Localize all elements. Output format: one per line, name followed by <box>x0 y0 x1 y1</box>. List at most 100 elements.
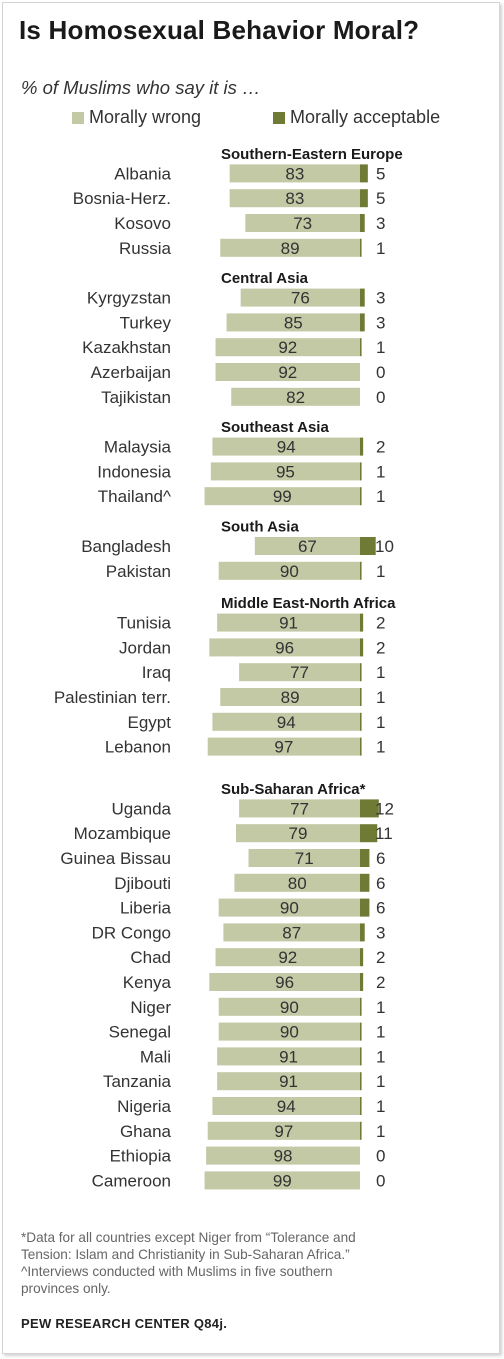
bar-value-wrong: 91 <box>279 1047 298 1066</box>
country-label: Jordan <box>119 638 171 657</box>
bar-morally-wrong <box>217 613 360 632</box>
bar-value-acceptable: 5 <box>376 164 385 183</box>
bar-morally-acceptable <box>360 613 364 632</box>
bar-value-acceptable: 1 <box>376 1072 385 1091</box>
country-label: Bosnia-Herz. <box>73 189 171 208</box>
country-label: Senegal <box>109 1023 171 1042</box>
bar-value-acceptable: 2 <box>376 973 385 992</box>
bar-morally-acceptable <box>360 537 376 555</box>
bar-morally-acceptable <box>360 638 364 657</box>
country-label: Iraq <box>142 663 171 682</box>
bar-value-acceptable: 1 <box>376 738 385 757</box>
bar-morally-wrong <box>234 873 360 892</box>
bar-morally-acceptable <box>360 997 362 1016</box>
bar-value-acceptable: 11 <box>375 824 393 843</box>
bar-morally-acceptable <box>360 973 364 991</box>
country-label: Egypt <box>128 713 172 732</box>
group-heading: Southern-Eastern Europe <box>221 146 403 163</box>
chart-subtitle: % of Muslims who say it is … <box>21 77 261 98</box>
bar-morally-acceptable <box>360 1022 362 1041</box>
bar-morally-wrong <box>209 638 360 657</box>
country-label: Thailand^ <box>98 487 171 506</box>
bar-morally-acceptable <box>360 189 368 208</box>
bar-value-acceptable: 1 <box>376 462 385 481</box>
bar-morally-wrong <box>215 338 360 357</box>
bar-value-acceptable: 3 <box>376 313 385 332</box>
country-label: Bangladesh <box>81 537 171 556</box>
bar-morally-wrong <box>235 824 360 843</box>
bar-morally-wrong <box>215 363 360 381</box>
bar-morally-acceptable <box>360 923 365 942</box>
group-heading: South Asia <box>221 519 299 536</box>
bar-morally-wrong <box>210 462 360 481</box>
bar-value-acceptable: 0 <box>376 363 385 382</box>
country-label: Lebanon <box>105 738 171 757</box>
bar-value-wrong: 89 <box>281 688 300 707</box>
bar-value-wrong: 79 <box>289 824 308 843</box>
country-label: Niger <box>130 998 171 1017</box>
bar-value-wrong: 90 <box>280 899 299 918</box>
bar-value-wrong: 89 <box>281 239 300 258</box>
bar-morally-wrong <box>248 849 360 867</box>
country-label: Cameroon <box>92 1171 171 1190</box>
bar-morally-wrong <box>204 1171 360 1190</box>
bar-value-wrong: 90 <box>280 1023 299 1042</box>
bar-value-acceptable: 1 <box>376 338 385 357</box>
bar-value-wrong: 96 <box>275 638 294 657</box>
country-label: Kenya <box>123 973 172 992</box>
bar-value-wrong: 97 <box>274 738 293 757</box>
bar-morally-wrong <box>254 537 360 555</box>
bar-morally-wrong <box>239 663 360 682</box>
bar-morally-acceptable <box>360 849 370 867</box>
bar-value-acceptable: 1 <box>376 487 385 506</box>
country-label: Kazakhstan <box>82 338 171 357</box>
country-label: Turkey <box>120 313 172 332</box>
bar-value-acceptable: 3 <box>376 214 385 233</box>
bar-value-wrong: 71 <box>295 849 314 868</box>
country-label: Palestinian terr. <box>54 688 171 707</box>
bar-value-acceptable: 1 <box>376 239 385 258</box>
country-label: Liberia <box>120 899 172 918</box>
country-label: Tajikistan <box>101 388 171 407</box>
bar-value-wrong: 83 <box>285 189 304 208</box>
bar-value-acceptable: 0 <box>376 1171 385 1190</box>
country-label: Mali <box>140 1047 171 1066</box>
bar-morally-wrong <box>207 1121 360 1140</box>
country-label: Guinea Bissau <box>60 849 171 868</box>
country-label: Tanzania <box>103 1072 172 1091</box>
bar-value-acceptable: 6 <box>376 899 385 918</box>
bar-morally-wrong <box>218 1022 360 1041</box>
bar-morally-acceptable <box>360 238 362 257</box>
bar-value-acceptable: 1 <box>376 1122 385 1141</box>
legend-swatch-wrong <box>72 112 84 124</box>
bar-morally-acceptable <box>360 313 365 332</box>
group-heading: Middle East-North Africa <box>221 595 396 612</box>
bar-value-wrong: 82 <box>286 388 305 407</box>
chart-title: Is Homosexual Behavior Moral? <box>19 15 420 45</box>
bar-value-wrong: 91 <box>279 1072 298 1091</box>
bar-value-wrong: 85 <box>284 313 303 332</box>
bar-morally-acceptable <box>360 948 364 967</box>
footnote: *Data for all countries except Niger fro… <box>21 1229 491 1297</box>
legend-swatch-acceptable <box>273 112 285 124</box>
country-label: Albania <box>114 164 171 183</box>
bar-value-acceptable: 1 <box>376 1047 385 1066</box>
source-note: PEW RESEARCH CENTER Q84j. <box>21 1316 228 1331</box>
bar-value-wrong: 99 <box>273 1171 292 1190</box>
bar-morally-wrong <box>206 1146 360 1165</box>
country-label: Russia <box>119 239 172 258</box>
bar-morally-acceptable <box>360 462 362 481</box>
bar-value-wrong: 94 <box>277 1097 296 1116</box>
bar-value-wrong: 95 <box>276 462 295 481</box>
bar-morally-wrong <box>212 437 360 456</box>
country-label: Nigeria <box>117 1097 171 1116</box>
bar-morally-acceptable <box>360 824 378 843</box>
bar-morally-wrong <box>226 313 360 332</box>
country-label: Tunisia <box>117 614 172 633</box>
bar-value-acceptable: 1 <box>376 1023 385 1042</box>
bar-morally-wrong <box>209 973 360 991</box>
bar-value-wrong: 97 <box>274 1122 293 1141</box>
country-label: Uganda <box>111 799 171 818</box>
bar-value-wrong: 87 <box>282 923 301 942</box>
